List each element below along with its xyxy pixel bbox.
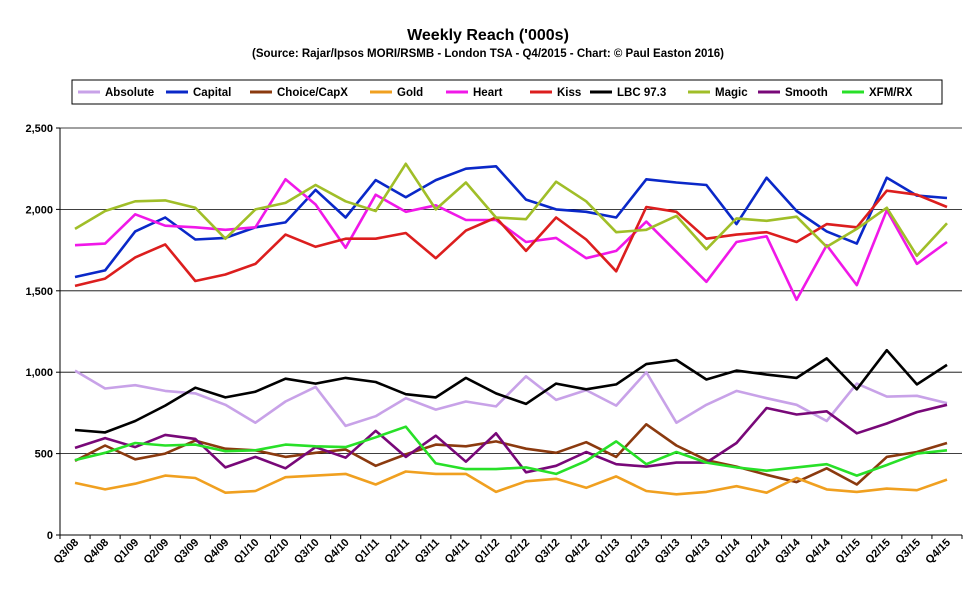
y-tick-label: 500 — [35, 449, 53, 461]
legend-label-capital: Capital — [193, 87, 231, 99]
y-tick-label: 2,000 — [25, 204, 53, 216]
y-tick-label: 1,000 — [25, 367, 53, 379]
chart-title: Weekly Reach ('000s) — [407, 27, 569, 44]
legend-label-gold: Gold — [397, 87, 423, 99]
legend-label-magic: Magic — [715, 87, 748, 99]
y-tick-label: 1,500 — [25, 286, 53, 298]
series-line-kiss — [74, 189, 948, 288]
legend-label-kiss: Kiss — [557, 87, 581, 99]
y-tick-label: 2,500 — [25, 123, 53, 135]
y-tick-label: 0 — [47, 530, 53, 542]
y-axis-ticks: 0 500 1,000 1,500 2,000 2,500 — [25, 123, 60, 542]
legend: Absolute Capital Choice/CapX Gold Heart Kiss L… — [71, 79, 943, 105]
legend-box — [71, 79, 943, 105]
series-lines — [74, 162, 948, 496]
legend-label-heart: Heart — [473, 87, 503, 99]
legend-label-lbc-97-3: LBC 97.3 — [617, 87, 666, 99]
legend-items: Absolute Capital Choice/CapX Gold Heart Kiss L… — [78, 87, 913, 99]
legend-label-smooth: Smooth — [785, 87, 828, 99]
series-line-gold — [74, 470, 948, 496]
series-line-smooth — [74, 403, 948, 474]
chart-subtitle: (Source: Rajar/Ipsos MORI/RSMB - London … — [252, 48, 724, 60]
legend-label-xfm-rx: XFM/RX — [869, 87, 913, 99]
series-line-lbc-97-3 — [74, 348, 948, 434]
series-line-capital — [74, 165, 948, 279]
legend-label-choice-capx: Choice/CapX — [277, 87, 348, 99]
series-line-heart — [74, 178, 948, 302]
series-line-xfm-rx — [74, 425, 948, 477]
series-line-magic — [74, 162, 948, 258]
series-line-absolute — [74, 369, 948, 428]
legend-label-absolute: Absolute — [105, 87, 154, 99]
